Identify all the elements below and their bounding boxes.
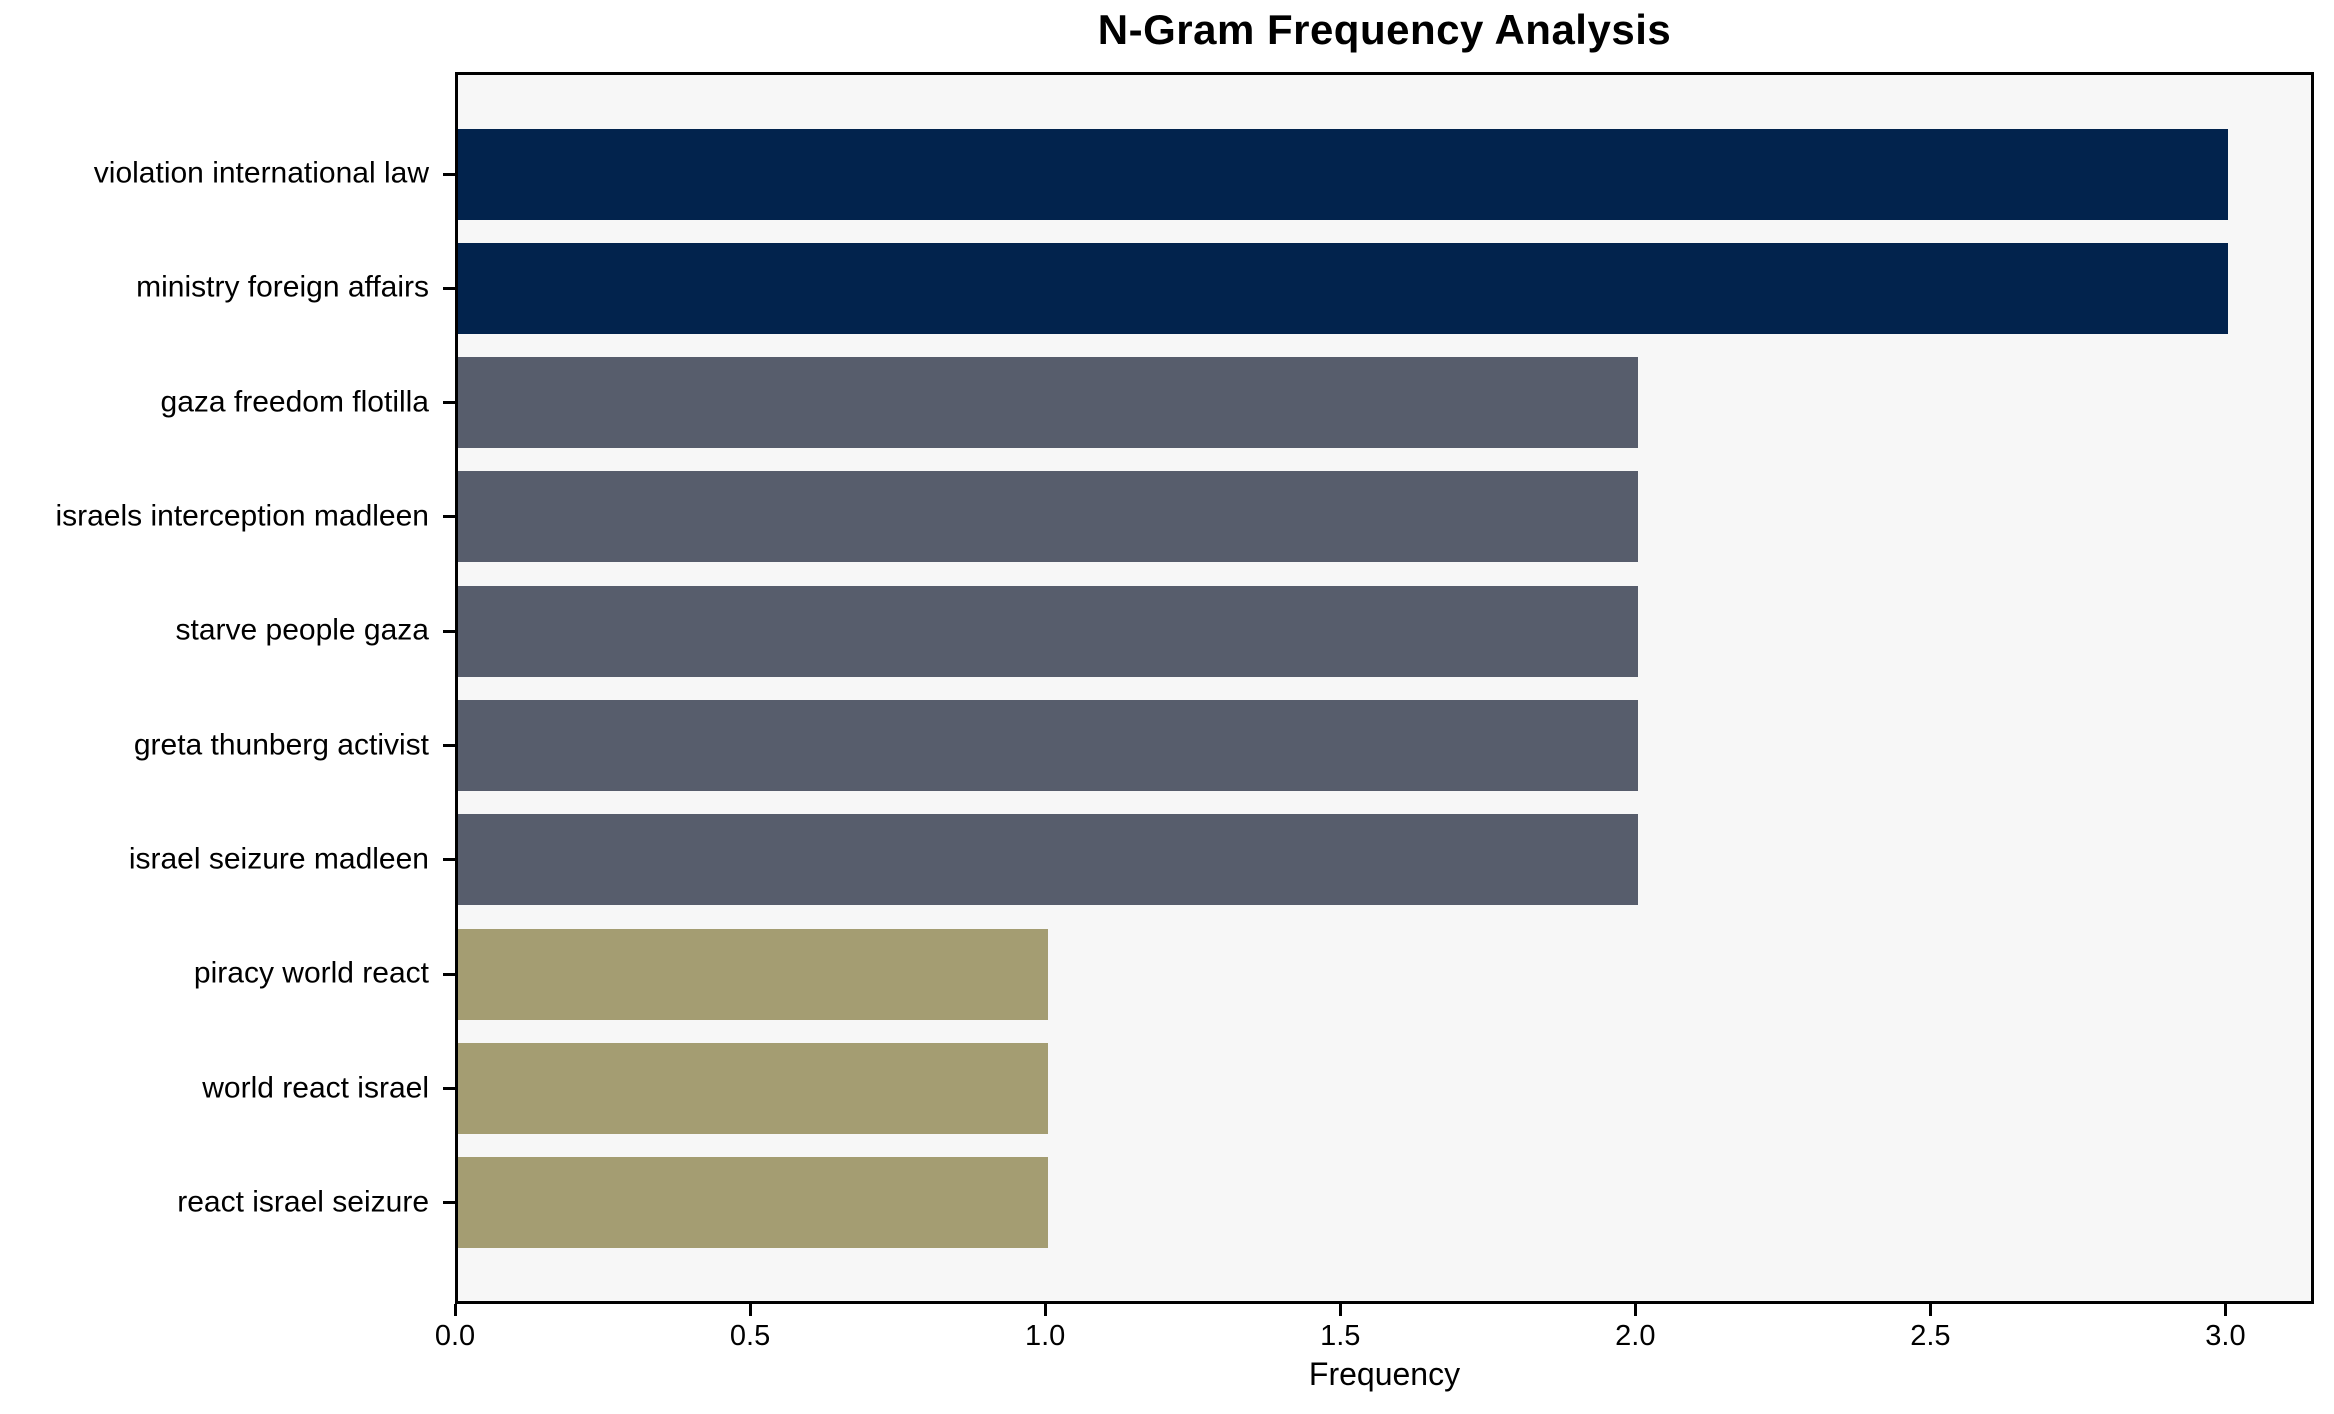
y-tick-label: violation international law xyxy=(93,156,429,190)
y-tick-mark xyxy=(443,172,455,176)
bar xyxy=(458,928,1048,1020)
y-tick-mark xyxy=(443,858,455,862)
y-tick-label: ministry foreign affairs xyxy=(136,270,429,304)
y-tick-label: starve people gaza xyxy=(175,613,429,647)
bar xyxy=(458,814,1638,906)
y-tick-label: greta thunberg activist xyxy=(133,727,429,761)
y-tick-mark xyxy=(443,972,455,976)
x-tick-label: 2.5 xyxy=(1910,1320,1951,1352)
y-tick-label: gaza freedom flotilla xyxy=(160,384,429,418)
y-tick-mark xyxy=(443,401,455,405)
y-tick-mark xyxy=(443,629,455,633)
x-tick-mark xyxy=(1633,1304,1637,1316)
y-tick-mark xyxy=(443,286,455,290)
y-tick-mark xyxy=(443,744,455,748)
y-tick-mark xyxy=(443,515,455,519)
x-tick-mark xyxy=(1928,1304,1932,1316)
x-tick-mark xyxy=(1338,1304,1342,1316)
x-axis-label: Frequency xyxy=(1308,1356,1461,1392)
y-tick-label: israels interception madleen xyxy=(55,499,429,533)
bar xyxy=(458,128,2228,220)
x-tick-label: 0.0 xyxy=(434,1320,476,1352)
x-tick-label: 1.0 xyxy=(1024,1320,1066,1352)
x-tick-label: 2.0 xyxy=(1615,1320,1656,1352)
y-tick-mark xyxy=(443,1087,455,1091)
x-tick-mark xyxy=(1043,1304,1047,1316)
x-tick-mark xyxy=(453,1304,457,1316)
y-tick-label: piracy world react xyxy=(193,956,429,990)
y-tick-label: world react israel xyxy=(202,1070,429,1104)
bar xyxy=(458,357,1638,449)
bar xyxy=(458,1157,1048,1249)
x-tick-mark xyxy=(2223,1304,2227,1316)
chart-title: N-Gram Frequency Analysis xyxy=(1097,6,1672,53)
bar xyxy=(458,1043,1048,1135)
bar xyxy=(458,242,2228,334)
y-tick-mark xyxy=(443,1201,455,1205)
bar xyxy=(458,471,1638,563)
x-tick-label: 1.5 xyxy=(1320,1320,1361,1352)
bar xyxy=(458,585,1638,677)
bar xyxy=(458,700,1638,792)
y-tick-label: israel seizure madleen xyxy=(128,842,429,876)
x-tick-label: 0.5 xyxy=(729,1320,771,1352)
y-tick-label: react israel seizure xyxy=(177,1185,429,1219)
plot-area xyxy=(455,72,2314,1304)
x-tick-label: 3.0 xyxy=(2205,1320,2246,1352)
x-tick-mark xyxy=(748,1304,752,1316)
